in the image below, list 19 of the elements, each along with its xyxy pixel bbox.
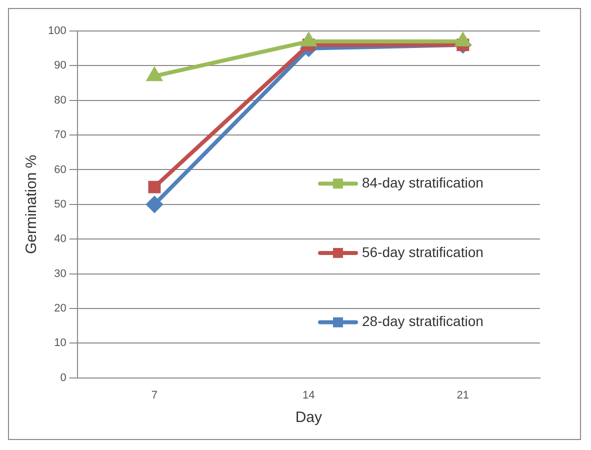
y-tick-label: 50 [54,198,66,210]
y-tick-label: 20 [54,302,66,314]
legend-label: 56-day stratification [362,244,484,260]
y-tick-label: 0 [60,372,66,384]
x-tick-label: 7 [151,389,158,402]
y-axis-title: Germination % [23,154,40,254]
x-tick-label: 21 [456,389,470,402]
x-axis-title: Day [295,409,323,426]
legend-label: 28-day stratification [362,313,484,330]
y-tick-label: 60 [54,164,66,176]
y-tick-label: 90 [54,60,66,72]
y-tick-label: 70 [54,129,66,142]
y-tick-label: 40 [54,233,66,246]
x-tick-label: 14 [302,389,315,402]
y-tick-label: 80 [54,94,66,106]
y-tick-label: 30 [54,268,66,280]
legend-label: 84-day stratification [362,174,484,190]
y-tick-label: 10 [54,337,66,350]
y-tick-label: 100 [48,25,66,38]
